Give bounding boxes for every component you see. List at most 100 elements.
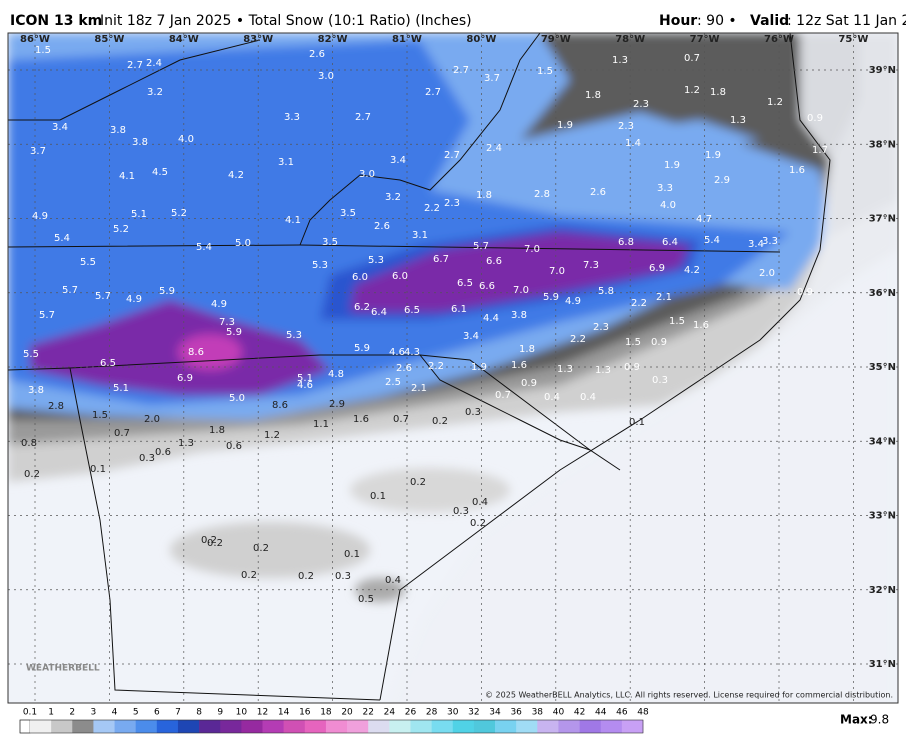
snow-total-label: 6.0	[352, 272, 368, 283]
snow-total-label: 1.1	[313, 419, 329, 430]
snow-total-label: 0.3	[465, 407, 481, 418]
snow-total-label: 1.6	[511, 360, 527, 371]
latitude-label: 31°N	[869, 659, 896, 670]
snow-total-label: 2.8	[534, 189, 550, 200]
snow-total-label: 6.9	[177, 373, 193, 384]
snow-total-label: 5.0	[229, 393, 245, 404]
snow-total-label: 3.4	[390, 155, 406, 166]
longitude-label: 84°W	[169, 34, 199, 45]
snow-total-label: 0.9	[807, 113, 823, 124]
snow-total-label: 6.4	[662, 237, 678, 248]
coastline	[379, 33, 831, 701]
snow-total-label: 5.2	[171, 208, 187, 219]
snow-total-label: 2.7	[127, 60, 143, 71]
longitude-label: 85°W	[94, 34, 124, 45]
snow-total-label: 1.7	[812, 145, 828, 156]
snow-total-label: 6.6	[486, 256, 502, 267]
latitude-label: 35°N	[869, 362, 896, 373]
shade-light	[350, 468, 510, 512]
colorbar-label: 34	[489, 708, 501, 718]
colorbar-segment	[431, 720, 454, 733]
snow-total-label: 3.8	[132, 137, 148, 148]
snow-total-label: 2.0	[144, 414, 160, 425]
snow-total-label: 2.9	[329, 399, 345, 410]
colorbar: 0.1 1 2 3 4 5 6 7 8 9 10 12 14 16 18 20 22 24 26 28 30 32 34 36…	[19, 708, 649, 734]
colorbar-segment	[325, 720, 348, 733]
snow-total-label: 0.2	[207, 538, 223, 549]
longitude-label: 80°W	[466, 34, 496, 45]
borders	[8, 33, 831, 701]
colorbar-segment	[347, 720, 369, 733]
latitude-label: 39°N	[869, 65, 896, 76]
snow-total-label: 3.4	[52, 122, 68, 133]
snow-total-label: 5.2	[113, 224, 129, 235]
snow-total-label: 0.9	[797, 287, 813, 298]
snow-total-label: 6.5	[100, 358, 116, 369]
snow-total-label: 2.6	[590, 187, 606, 198]
colorbar-segment	[304, 720, 327, 733]
snow-total-label: 1.2	[264, 430, 280, 441]
colorbar-segment	[516, 720, 538, 733]
colorbar-segment	[368, 720, 390, 733]
colorbar-label: 30	[447, 708, 459, 718]
snow-total-label: 5.1	[297, 373, 313, 384]
latitude-label: 34°N	[869, 436, 896, 447]
snow-total-label: 0.2	[24, 469, 40, 480]
snow-total-label: 1.8	[209, 425, 225, 436]
colorbar-segment	[579, 720, 602, 733]
colorbar-label: 10	[236, 708, 248, 718]
colorbar-label: 4	[112, 708, 118, 718]
snow-total-label: 3.4	[748, 239, 764, 250]
colorbar-label: 36	[510, 708, 522, 718]
snow-total-label: 4.9	[565, 296, 581, 307]
snow-total-label: 3.3	[762, 236, 778, 247]
colorbar-segment	[114, 720, 136, 733]
colorbar-segment	[51, 720, 73, 733]
snow-total-label: 3.8	[110, 125, 126, 136]
max-value: 9.8	[870, 713, 889, 727]
snow-total-label: 5.4	[196, 242, 212, 253]
snow-total-label: 1.9	[705, 150, 721, 161]
colorbar-label: 18	[320, 708, 332, 718]
snow-total-label: 1.3	[178, 438, 194, 449]
colorbar-label: 3	[91, 708, 97, 718]
snow-total-label: 3.0	[359, 169, 375, 180]
snow-total-label: 3.3	[284, 112, 300, 123]
colorbar-segment	[452, 720, 475, 733]
snow-total-label: 0.4	[544, 392, 560, 403]
snow-total-label: 3.1	[278, 157, 294, 168]
snow-total-label: 0.2	[410, 477, 426, 488]
snow-total-label: 1.9	[471, 362, 487, 373]
snow-total-label: 7.0	[549, 266, 565, 277]
snow-total-label: 7.3	[583, 260, 599, 271]
snow-total-label: 4.2	[684, 265, 700, 276]
snow-total-label: 0.4	[472, 497, 488, 508]
colorbar-segment	[72, 720, 94, 733]
snow-total-label: 1.5	[92, 410, 108, 421]
snow-total-label: 0.4	[580, 392, 596, 403]
snow-total-label: 2.6	[374, 221, 390, 232]
snow-total-label: 2.8	[48, 401, 64, 412]
snow-total-label: 5.7	[39, 310, 55, 321]
state-border	[419, 354, 621, 471]
snow-total-label: 0.3	[453, 506, 469, 517]
snow-total-label: 1.5	[669, 316, 685, 327]
colorbar-label: 7	[175, 708, 181, 718]
snow-total-label: 2.2	[631, 298, 647, 309]
snow-total-label: 2.3	[444, 198, 460, 209]
snow-total-label: 4.9	[211, 299, 227, 310]
snow-total-label: 4.6	[297, 380, 313, 391]
longitude-label: 81°W	[392, 34, 422, 45]
snow-total-label: 8.6	[272, 400, 288, 411]
snow-total-label: 7.3	[219, 317, 235, 328]
colorbar-segment	[220, 720, 242, 733]
snow-total-label: 0.4	[385, 575, 401, 586]
snow-total-label: 7.0	[524, 244, 540, 255]
colorbar-segment	[262, 720, 284, 733]
colorbar-label: 8	[196, 708, 202, 718]
snow-total-label: 2.9	[714, 175, 730, 186]
snow-total-label: 3.7	[30, 146, 46, 157]
colorbar-label: 6	[154, 708, 160, 718]
snow-total-label: 1.5	[625, 337, 641, 348]
